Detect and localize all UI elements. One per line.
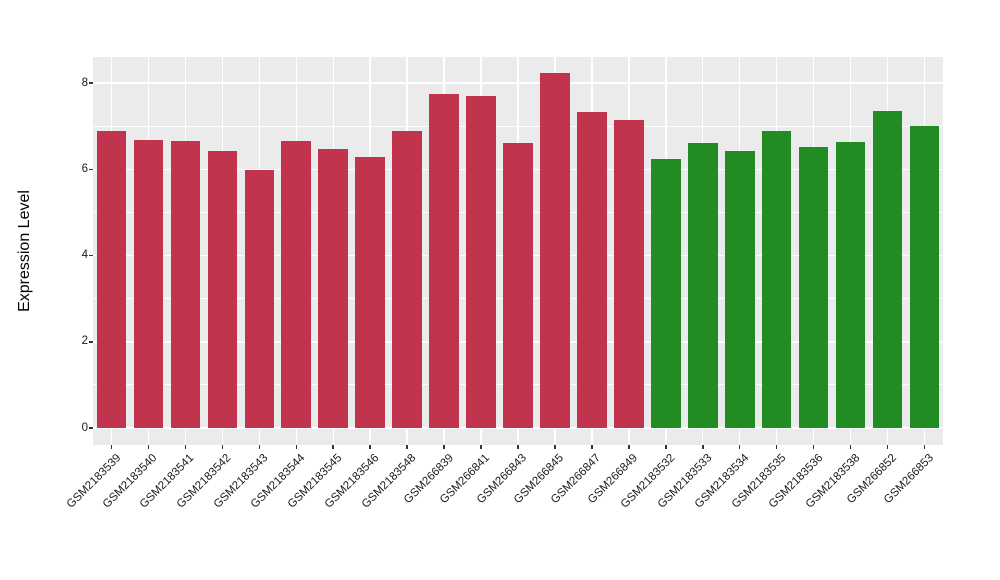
bar-GSM2183548 <box>392 130 422 428</box>
bar-GSM266841 <box>466 95 496 428</box>
bar-GSM2183544 <box>281 141 312 428</box>
bar-GSM266843 <box>503 142 533 428</box>
x-tick-mark-GSM2183533 <box>702 445 704 449</box>
bar-GSM2183534 <box>724 150 755 428</box>
y-tick-label-0: 0 <box>81 421 88 434</box>
y-tick-mark-4 <box>89 254 93 257</box>
bar-GSM2183535 <box>761 131 792 428</box>
x-tick-mark-GSM2183538 <box>849 445 852 449</box>
bar-GSM266847 <box>577 111 607 428</box>
x-tick-mark-GSM266847 <box>591 445 593 449</box>
y-tick-mark-0 <box>89 427 93 429</box>
x-tick-mark-GSM2183544 <box>295 445 297 449</box>
bar-GSM2183538 <box>835 142 866 428</box>
x-tick-mark-GSM2183535 <box>775 445 778 449</box>
bar-GSM2183532 <box>651 159 681 428</box>
bar-GSM266849 <box>614 119 644 428</box>
x-tick-mark-GSM2183543 <box>258 445 261 449</box>
x-tick-mark-GSM266853 <box>923 445 926 449</box>
bar-GSM2183536 <box>798 146 829 428</box>
y-tick-label-8: 8 <box>81 76 88 89</box>
x-tick-mark-GSM2183532 <box>665 445 667 449</box>
bar-GSM2183541 <box>170 141 201 428</box>
x-tick-mark-GSM266843 <box>517 445 519 449</box>
bar-GSM2183546 <box>355 156 385 428</box>
y-tick-label-2: 2 <box>81 335 88 348</box>
bar-GSM266853 <box>909 125 940 428</box>
x-tick-mark-GSM2183534 <box>738 445 741 449</box>
bar-GSM266839 <box>429 94 459 428</box>
bar-GSM2183543 <box>244 170 275 428</box>
bar-GSM266845 <box>540 73 570 428</box>
x-tick-mark-GSM2183539 <box>110 445 113 449</box>
x-tick-mark-GSM2183536 <box>812 445 815 449</box>
x-tick-mark-GSM2183541 <box>184 445 187 449</box>
x-tick-mark-GSM266849 <box>628 445 630 449</box>
x-tick-mark-GSM266841 <box>480 445 482 449</box>
x-tick-mark-GSM2183545 <box>332 445 334 449</box>
y-tick-mark-8 <box>89 82 93 84</box>
y-tick-label-6: 6 <box>81 162 88 175</box>
y-tick-label-4: 4 <box>81 249 88 261</box>
bar-GSM2183539 <box>96 130 127 428</box>
y-tick-mark-2 <box>89 341 93 343</box>
bar-GSM266852 <box>872 111 903 428</box>
bar-GSM2183542 <box>207 150 238 428</box>
x-tick-mark-GSM266852 <box>886 445 889 449</box>
x-tick-mark-GSM266845 <box>554 445 556 449</box>
bar-GSM2183540 <box>133 139 164 428</box>
x-tick-mark-GSM2183540 <box>147 445 150 449</box>
x-tick-mark-GSM2183542 <box>221 445 224 449</box>
x-tick-mark-GSM2183546 <box>369 445 371 449</box>
bar-GSM2183533 <box>688 142 718 428</box>
bar-GSM2183545 <box>318 149 348 428</box>
x-tick-mark-GSM266839 <box>443 445 445 449</box>
y-tick-mark-6 <box>89 168 93 170</box>
plot-panel <box>93 57 943 445</box>
x-tick-mark-GSM2183548 <box>406 445 408 449</box>
